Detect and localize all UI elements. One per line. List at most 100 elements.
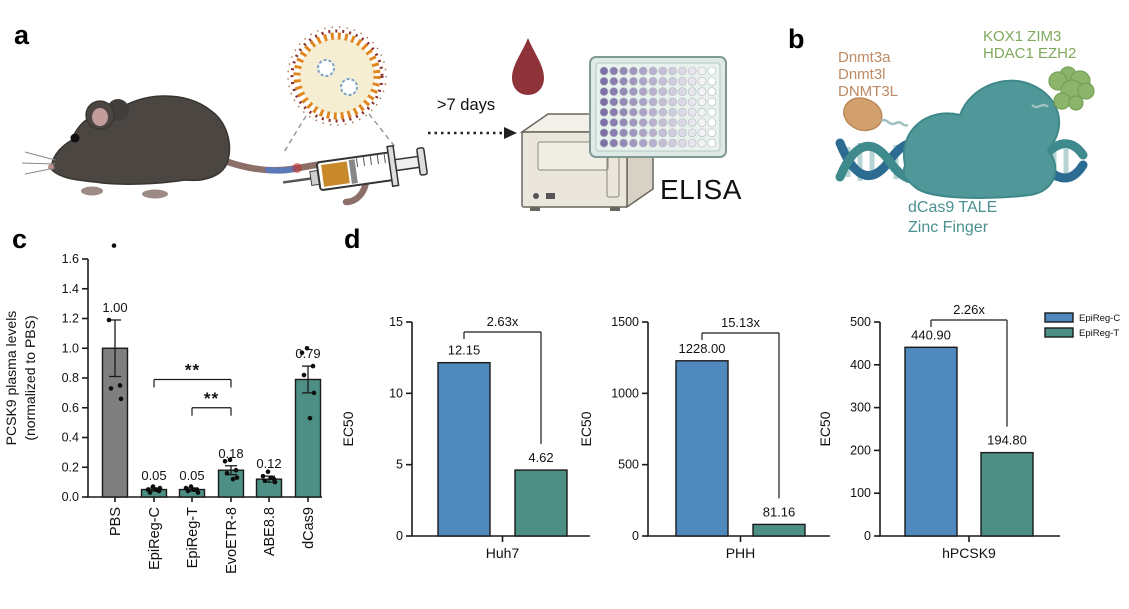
y-tick-label: 10 bbox=[389, 386, 403, 400]
timeline-label: >7 days bbox=[437, 96, 495, 114]
bar-value-label: 1228.00 bbox=[679, 341, 726, 356]
lnp-icon bbox=[283, 26, 397, 153]
y-tick-label: 1.4 bbox=[62, 282, 79, 296]
writer-label-2: Dnmt3l bbox=[838, 66, 886, 83]
injection-site bbox=[292, 163, 302, 173]
data-point bbox=[233, 467, 239, 473]
y-tick-label: 0.0 bbox=[62, 490, 79, 504]
data-point bbox=[188, 484, 194, 489]
bar-value-label: 440.90 bbox=[911, 327, 951, 342]
data-point bbox=[234, 475, 240, 480]
data-point bbox=[224, 470, 230, 476]
data-point bbox=[265, 469, 271, 475]
data-point bbox=[157, 485, 163, 491]
microplate-wells bbox=[599, 66, 717, 148]
data-point bbox=[299, 350, 305, 356]
mouse-eye bbox=[70, 133, 80, 143]
y-axis-label: EC50 bbox=[340, 411, 356, 446]
x-category-label: EpiReg-T bbox=[185, 507, 201, 568]
data-point bbox=[185, 488, 191, 494]
fold-change-label: 2.26x bbox=[953, 302, 985, 317]
rna-cargo bbox=[317, 59, 335, 77]
mouse-whiskers bbox=[21, 151, 56, 175]
syringe-icon bbox=[282, 144, 428, 191]
panel-b-illustration: Dnmt3a Dnmt3l DNMT3L KOX1 ZIM3 HDAC1 EZH… bbox=[835, 28, 1095, 236]
repressor-label-1: KOX1 ZIM3 bbox=[983, 28, 1061, 45]
data-point bbox=[262, 478, 268, 483]
mouse-front-foot bbox=[81, 186, 103, 196]
y-tick-label: 5 bbox=[396, 458, 403, 472]
data-point bbox=[150, 484, 156, 489]
y-tick-label: 1.6 bbox=[62, 252, 79, 266]
rna-cargo bbox=[340, 78, 358, 96]
binder-label-1: dCas9 TALE bbox=[908, 199, 997, 216]
bar-value-label: 0.18 bbox=[218, 446, 243, 461]
y-tick-label: 300 bbox=[850, 401, 871, 415]
mouse-hind-foot bbox=[142, 189, 168, 199]
x-category-label: EvoETR-8 bbox=[224, 507, 240, 574]
y-axis-label: PCSK9 plasma levels bbox=[3, 311, 19, 446]
blood-drop-icon bbox=[512, 38, 544, 95]
y-tick-label: 0 bbox=[864, 529, 871, 543]
bar-value-label: 1.00 bbox=[102, 300, 127, 315]
pcsk9-plasma-bar-chart: 0.0 0.2 0.4 0.6 0.8 1.0 1.2 1.4 1.6 PCSK9 plasma … bbox=[3, 243, 322, 574]
bar-EpiReg-T bbox=[514, 469, 568, 537]
data-point bbox=[106, 317, 112, 323]
mouse-illustration bbox=[21, 95, 370, 206]
writer-label-1: Dnmt3a bbox=[838, 49, 891, 66]
data-point bbox=[272, 479, 278, 485]
y-tick-label: 0.6 bbox=[62, 401, 79, 415]
panel-a-illustration: >7 days ELISA bbox=[21, 26, 742, 211]
bar-value-label: 0.05 bbox=[179, 468, 204, 483]
binder-label-2: Zinc Finger bbox=[908, 219, 989, 236]
data-point bbox=[195, 490, 201, 495]
panel-b-label: b bbox=[788, 24, 805, 54]
y-tick-label: 0 bbox=[396, 529, 403, 543]
ec50-hpcsk9-bar-chart: 0 100 200 300 400 500 EC50 440.90 194.80 hPCSK9 2.… bbox=[817, 302, 1120, 561]
writer-label-3: DNMT3L bbox=[838, 83, 898, 100]
data-point bbox=[147, 490, 153, 495]
legend-label: EpiReg-C bbox=[1079, 313, 1120, 324]
chart-title: PHH bbox=[726, 545, 756, 561]
panel-a-label: a bbox=[14, 20, 30, 50]
y-tick-label: 15 bbox=[389, 315, 403, 329]
y-tick-label: 400 bbox=[850, 358, 871, 372]
dnmt-blob bbox=[843, 97, 883, 132]
data-point bbox=[191, 487, 197, 492]
bar-value-label: 12.15 bbox=[448, 343, 481, 358]
repressor-label-2: HDAC1 EZH2 bbox=[983, 45, 1076, 62]
dcas9-blob bbox=[902, 79, 1061, 199]
data-point bbox=[117, 383, 123, 388]
bar-value-label: 0.79 bbox=[295, 346, 320, 361]
y-axis-label: EC50 bbox=[580, 411, 594, 446]
y-axis-label: (normalized to PBS) bbox=[22, 315, 38, 440]
data-point bbox=[304, 345, 310, 351]
data-point bbox=[153, 487, 159, 492]
fold-change-label: 15.13x bbox=[721, 315, 761, 330]
bar-EpiReg-T bbox=[752, 523, 806, 537]
y-tick-label: 1000 bbox=[611, 386, 639, 400]
y-tick-label: 1.0 bbox=[62, 341, 79, 355]
y-tick-label: 0 bbox=[632, 529, 639, 543]
y-tick-label: 0.4 bbox=[62, 431, 79, 445]
chart-title: Huh7 bbox=[486, 545, 520, 561]
data-point bbox=[227, 457, 233, 463]
bar-EpiReg-C bbox=[675, 360, 729, 537]
elisa-label: ELISA bbox=[660, 174, 742, 205]
y-tick-label: 200 bbox=[850, 443, 871, 457]
data-point bbox=[311, 390, 317, 396]
y-tick-label: 500 bbox=[618, 458, 639, 472]
significance-label: ** bbox=[204, 389, 219, 408]
mouse-ear-inner bbox=[92, 108, 108, 126]
x-category-label: PBS bbox=[108, 507, 124, 536]
y-tick-label: 1500 bbox=[611, 315, 639, 329]
x-category-label: ABE8.8 bbox=[262, 507, 278, 556]
bar-value-label: 4.62 bbox=[528, 450, 553, 465]
y-tick-label: 1.2 bbox=[62, 312, 79, 326]
ec50-phh-bar-chart: 0 500 1000 1500 EC50 1228.00 81.16 PHH 15.13x bbox=[580, 315, 830, 561]
x-category-label: EpiReg-C bbox=[147, 507, 163, 570]
bar-dCas9 bbox=[294, 378, 322, 498]
bar-value-label: 81.16 bbox=[763, 504, 796, 519]
bar-value-label: 0.05 bbox=[141, 468, 166, 483]
linker-right bbox=[1031, 103, 1049, 109]
